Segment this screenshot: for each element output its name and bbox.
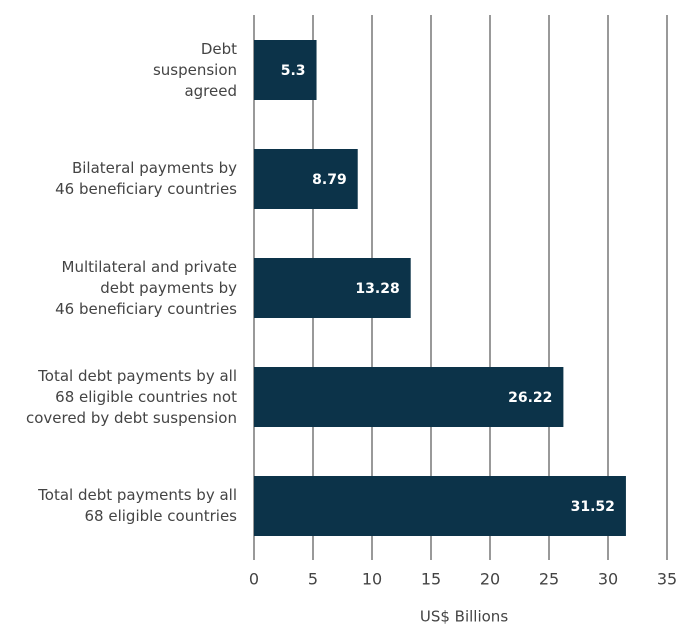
x-tick-label: 5 xyxy=(308,570,318,589)
category-label: Multilateral and private debt payments b… xyxy=(55,257,237,318)
x-tick-label: 35 xyxy=(657,570,677,589)
x-tick-label: 15 xyxy=(421,570,441,589)
x-tick-label: 20 xyxy=(480,570,500,589)
x-tick-label: 0 xyxy=(249,570,259,589)
value-label: 13.28 xyxy=(355,281,399,297)
category-label: Debt suspension agreed xyxy=(152,39,237,100)
category-label: Bilateral payments by 46 beneficiary cou… xyxy=(55,159,237,198)
x-tick-label: 30 xyxy=(598,570,618,589)
value-label: 26.22 xyxy=(508,390,552,406)
bar xyxy=(254,476,626,536)
category-label: Total debt payments by all 68 eligible c… xyxy=(38,486,237,525)
x-axis-label: US$ Billions xyxy=(420,608,508,625)
category-label: Total debt payments by all 68 eligible c… xyxy=(25,366,237,427)
bar xyxy=(254,40,317,100)
value-label: 31.52 xyxy=(571,499,615,515)
bar xyxy=(254,258,411,318)
bar xyxy=(254,149,358,209)
value-label: 8.79 xyxy=(312,172,347,188)
value-label: 5.3 xyxy=(281,63,306,79)
bar xyxy=(254,367,564,427)
x-tick-label: 10 xyxy=(362,570,382,589)
x-tick-label: 25 xyxy=(539,570,559,589)
